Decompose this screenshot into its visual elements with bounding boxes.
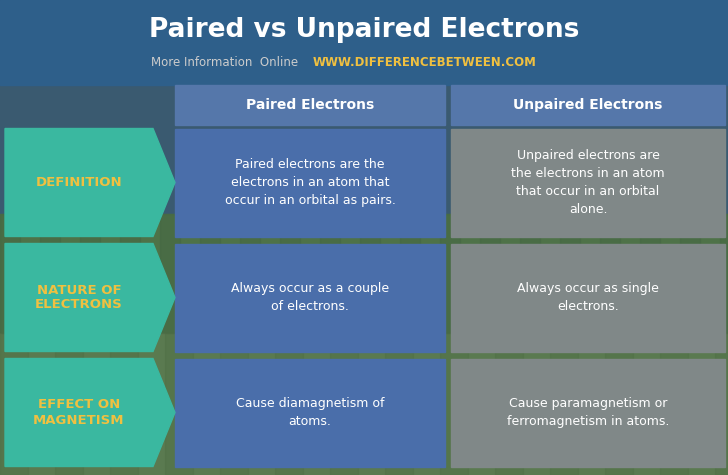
Bar bbox=[160, 214, 180, 332]
Bar bbox=[640, 214, 660, 332]
Bar bbox=[495, 332, 523, 475]
Bar bbox=[0, 0, 728, 214]
Bar bbox=[175, 359, 445, 466]
Bar bbox=[220, 332, 248, 475]
Bar bbox=[80, 214, 100, 332]
Bar bbox=[175, 85, 445, 125]
Bar bbox=[320, 214, 340, 332]
Bar bbox=[120, 214, 140, 332]
Bar bbox=[550, 332, 578, 475]
Bar bbox=[400, 214, 420, 332]
Text: Unpaired electrons are
the electrons in an atom
that occur in an orbital
alone.: Unpaired electrons are the electrons in … bbox=[511, 149, 665, 216]
Bar bbox=[605, 332, 633, 475]
Bar bbox=[560, 214, 580, 332]
Bar bbox=[330, 332, 358, 475]
Bar bbox=[275, 332, 303, 475]
Bar bbox=[0, 214, 20, 332]
Bar bbox=[385, 332, 413, 475]
Text: Always occur as single
electrons.: Always occur as single electrons. bbox=[517, 282, 659, 313]
Bar bbox=[110, 332, 138, 475]
Bar bbox=[175, 244, 445, 352]
Text: Paired vs Unpaired Electrons: Paired vs Unpaired Electrons bbox=[149, 17, 579, 43]
Bar bbox=[451, 244, 725, 352]
Text: Paired electrons are the
electrons in an atom that
occur in an orbital as pairs.: Paired electrons are the electrons in an… bbox=[224, 158, 395, 207]
Bar bbox=[360, 214, 380, 332]
Polygon shape bbox=[5, 244, 175, 352]
Bar bbox=[0, 332, 728, 475]
Bar bbox=[55, 332, 83, 475]
Bar bbox=[280, 214, 300, 332]
Bar bbox=[660, 332, 688, 475]
Bar bbox=[0, 214, 728, 332]
Text: More Information  Online: More Information Online bbox=[151, 56, 306, 68]
Bar bbox=[40, 214, 60, 332]
Text: WWW.DIFFERENCEBETWEEN.COM: WWW.DIFFERENCEBETWEEN.COM bbox=[313, 56, 537, 68]
Text: NATURE OF
ELECTRONS: NATURE OF ELECTRONS bbox=[35, 284, 123, 312]
Bar bbox=[165, 332, 193, 475]
Bar bbox=[600, 214, 620, 332]
Polygon shape bbox=[5, 129, 175, 237]
Bar bbox=[480, 214, 500, 332]
Bar bbox=[440, 332, 468, 475]
Bar bbox=[715, 332, 728, 475]
Bar bbox=[520, 214, 540, 332]
Bar bbox=[0, 0, 728, 85]
Text: DEFINITION: DEFINITION bbox=[36, 176, 122, 189]
Bar bbox=[175, 129, 445, 237]
Bar bbox=[720, 214, 728, 332]
Text: Unpaired Electrons: Unpaired Electrons bbox=[513, 98, 662, 112]
Text: Paired Electrons: Paired Electrons bbox=[246, 98, 374, 112]
Text: Cause diamagnetism of
atoms.: Cause diamagnetism of atoms. bbox=[236, 397, 384, 428]
Bar bbox=[440, 214, 460, 332]
Bar bbox=[240, 214, 260, 332]
Bar bbox=[0, 332, 28, 475]
Text: EFFECT ON
MAGNETISM: EFFECT ON MAGNETISM bbox=[33, 399, 124, 427]
Bar bbox=[451, 359, 725, 466]
Bar bbox=[451, 85, 725, 125]
Polygon shape bbox=[5, 359, 175, 466]
Bar bbox=[200, 214, 220, 332]
Bar bbox=[451, 129, 725, 237]
Text: Always occur as a couple
of electrons.: Always occur as a couple of electrons. bbox=[231, 282, 389, 313]
Text: Cause paramagnetism or
ferromagnetism in atoms.: Cause paramagnetism or ferromagnetism in… bbox=[507, 397, 669, 428]
Bar bbox=[680, 214, 700, 332]
